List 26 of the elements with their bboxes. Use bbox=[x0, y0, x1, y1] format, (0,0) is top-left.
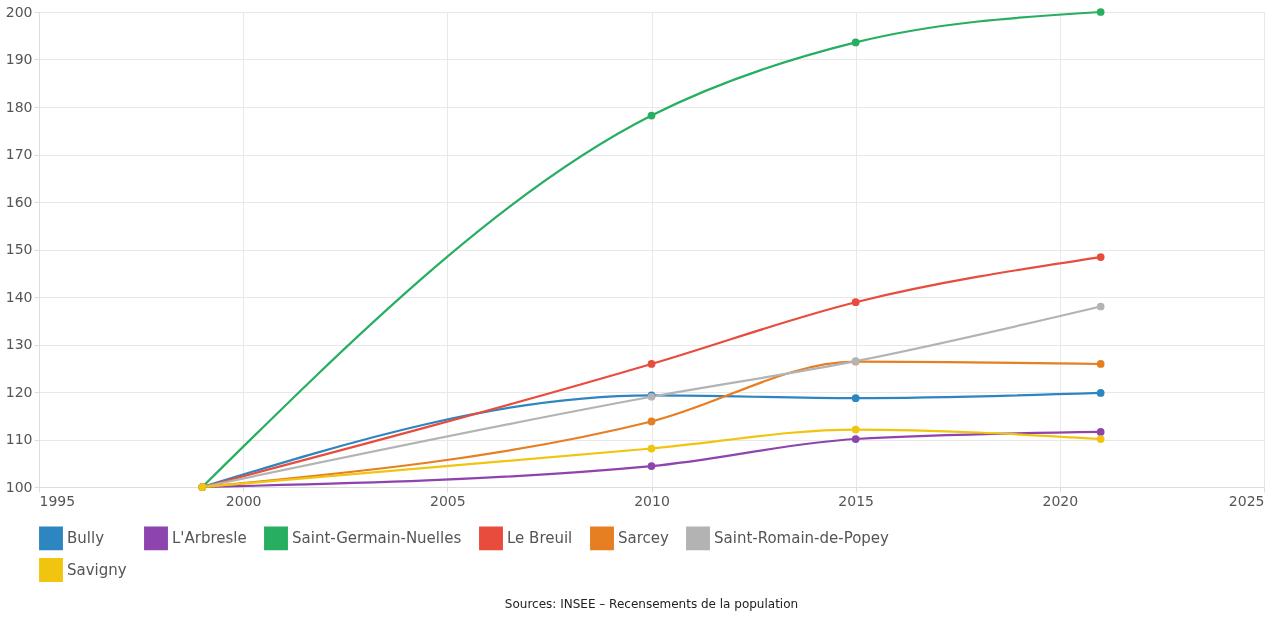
y-tick-label: 190 bbox=[5, 51, 33, 67]
y-tick-label: 140 bbox=[5, 288, 33, 305]
x-tick-label: 2000 bbox=[225, 492, 262, 509]
y-tick-label: 200 bbox=[5, 3, 33, 20]
x-tick-label: 2025 bbox=[1228, 492, 1265, 509]
legend-label: Saint-Germain-Nuelles bbox=[292, 529, 462, 548]
y-tick-label: 180 bbox=[5, 98, 33, 115]
x-tick-label: 2020 bbox=[1042, 492, 1079, 509]
x-tick-label: 1995 bbox=[39, 492, 76, 509]
y-tick-label: 130 bbox=[5, 336, 33, 352]
legend-label: Le Breuil bbox=[507, 529, 573, 548]
y-tick-label: 120 bbox=[5, 383, 33, 400]
source-note: Sources: INSEE – Recensements de la population bbox=[504, 597, 799, 611]
y-tick-label: 160 bbox=[5, 193, 33, 210]
x-tick-label: 2005 bbox=[430, 492, 466, 509]
x-tick-label: 2010 bbox=[634, 492, 670, 509]
y-tick-label: 150 bbox=[5, 241, 33, 257]
legend-label: Sarcey bbox=[618, 529, 670, 548]
legend-label: Bully bbox=[67, 529, 105, 548]
y-tick-label: 170 bbox=[5, 146, 33, 162]
y-tick-label: 110 bbox=[5, 431, 33, 447]
legend-label: Savigny bbox=[67, 561, 127, 579]
x-tick-label: 2015 bbox=[838, 492, 874, 509]
y-tick-label: 100 bbox=[5, 478, 33, 495]
legend-label: L'Arbresle bbox=[172, 529, 247, 548]
legend-label: Saint-Romain-de-Popey bbox=[714, 529, 890, 548]
